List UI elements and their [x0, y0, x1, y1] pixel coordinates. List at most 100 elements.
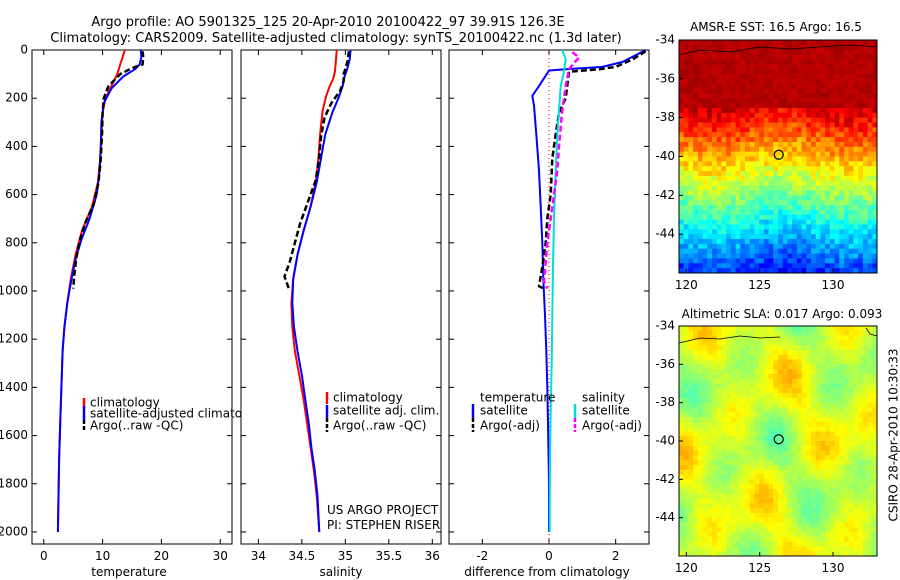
map-cell — [697, 407, 704, 413]
map-cell — [825, 107, 831, 114]
map-cell — [697, 93, 704, 99]
map-cell — [716, 527, 723, 533]
map-cell — [716, 484, 723, 490]
map-cell — [754, 407, 760, 413]
map-cell — [820, 103, 826, 109]
map-cell — [839, 49, 845, 56]
map-cell — [806, 156, 812, 162]
map-cell — [679, 359, 685, 365]
map-cell — [735, 402, 741, 409]
map-cell — [844, 98, 850, 104]
map-cell — [815, 132, 822, 138]
map-cell — [858, 161, 864, 167]
map-cell — [782, 326, 789, 332]
map-cell — [749, 527, 756, 533]
map-cell — [721, 243, 727, 250]
map-cell — [858, 359, 864, 365]
map-cell — [759, 229, 765, 235]
map-cell — [829, 132, 836, 138]
map-cell — [787, 239, 793, 245]
map-cell — [796, 378, 803, 385]
map-cell — [679, 378, 685, 385]
map-cell — [749, 161, 756, 167]
series-salinity-satellite — [548, 49, 567, 532]
map-cell — [730, 493, 737, 500]
map-cell — [787, 117, 793, 124]
map-cell — [749, 498, 756, 504]
map-cell — [844, 383, 850, 389]
map-cell — [763, 219, 770, 226]
map-cell — [853, 445, 859, 452]
map-cell — [858, 349, 864, 356]
map-cell — [811, 326, 817, 332]
map-cell — [749, 209, 756, 216]
map-cell — [782, 335, 789, 341]
map-cell — [820, 258, 826, 264]
map-cell — [787, 190, 793, 196]
map-cell — [740, 340, 746, 346]
map-cell — [834, 73, 840, 80]
map-cell — [730, 224, 737, 230]
map-cell — [782, 383, 789, 389]
map-cell — [740, 175, 746, 182]
map-cell — [872, 224, 877, 230]
map-cell — [811, 239, 817, 245]
map-cell — [740, 229, 746, 235]
map-cell — [735, 445, 741, 452]
map-cell — [834, 205, 840, 211]
map-cell — [745, 93, 751, 99]
map-cell — [721, 229, 727, 235]
map-cell — [806, 209, 812, 216]
map-cell — [693, 460, 699, 466]
map-cell — [683, 98, 690, 104]
map-cell — [815, 137, 822, 143]
map-cell — [735, 345, 741, 351]
map-cell — [693, 83, 699, 90]
map-cell — [782, 263, 789, 269]
map-cell — [844, 161, 850, 167]
map-cell — [839, 69, 845, 75]
map-cell — [844, 551, 850, 556]
map-cell — [778, 98, 784, 104]
map-cell — [801, 412, 807, 418]
map-cell — [844, 460, 850, 466]
map-cell — [754, 364, 760, 370]
map-cell — [683, 263, 690, 269]
map-cell — [707, 508, 713, 514]
map-cell — [726, 345, 732, 351]
map-cell — [844, 546, 850, 552]
map-cell — [778, 175, 784, 182]
map-cell — [811, 127, 817, 133]
map-cell — [679, 541, 685, 548]
map-cell — [683, 503, 690, 509]
map-cell — [815, 378, 822, 385]
map-cell — [759, 369, 765, 375]
map-cell — [858, 326, 864, 332]
map-cell — [688, 59, 694, 65]
map-cell — [862, 397, 869, 404]
map-cell — [782, 73, 789, 80]
map-cell — [730, 98, 737, 104]
map-cell — [712, 373, 718, 380]
map-cell — [867, 248, 873, 255]
map-cell — [702, 479, 708, 485]
map-cell — [773, 364, 779, 370]
map-cell — [745, 44, 751, 51]
map-cell — [806, 268, 812, 273]
map-cell — [792, 407, 798, 413]
map-cell — [862, 258, 869, 264]
map-cell — [792, 383, 798, 389]
map-cell — [787, 141, 793, 148]
map-cell — [716, 93, 723, 99]
map-cell — [848, 441, 855, 447]
map-cell — [801, 214, 807, 221]
map-cell — [815, 460, 822, 466]
map-cell — [773, 64, 779, 70]
map-cell — [749, 359, 756, 365]
map-cell — [712, 258, 718, 264]
series-satellite-adjusted-climatology — [56, 49, 143, 533]
map-xtick-label: 130 — [822, 278, 845, 292]
map-cell — [683, 229, 690, 235]
map-cell — [688, 532, 694, 538]
map-cell — [787, 532, 793, 538]
